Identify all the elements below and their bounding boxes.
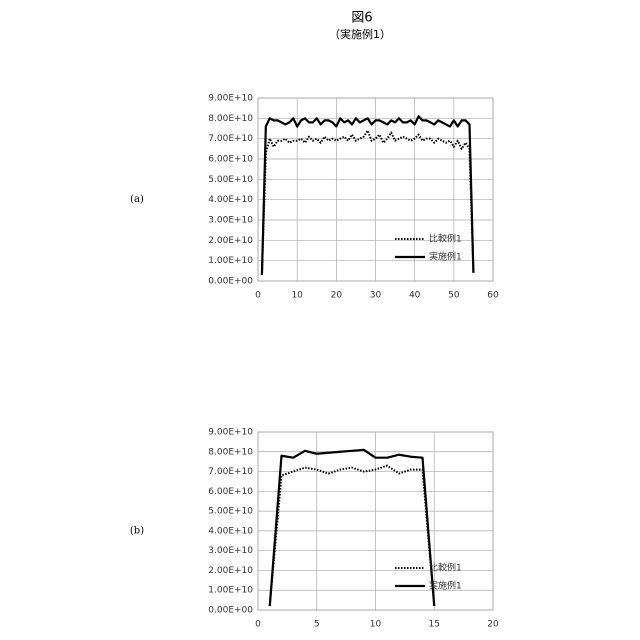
x-tick-label: 10	[291, 291, 303, 301]
x-tick-label: 0	[255, 291, 261, 301]
legend-label: 実施例1	[429, 580, 462, 592]
y-tick-label: 7.00E+10	[208, 467, 253, 477]
x-tick-label: 30	[370, 291, 382, 301]
y-tick-label: 4.00E+10	[208, 526, 253, 536]
x-tick-label: 20	[487, 620, 499, 630]
x-tick-label: 20	[331, 291, 343, 301]
y-tick-label: 3.00E+10	[208, 546, 253, 556]
x-tick-label: 40	[409, 291, 421, 301]
y-tick-label: 6.00E+10	[208, 487, 253, 497]
panel-label: (a)	[130, 194, 144, 205]
y-tick-label: 0.00E+00	[208, 277, 253, 287]
y-tick-label: 9.00E+10	[208, 428, 253, 438]
y-tick-label: 3.00E+10	[208, 216, 253, 226]
y-tick-label: 9.00E+10	[208, 94, 253, 104]
legend-label: 比較例1	[429, 562, 462, 574]
figure-title: 図6	[351, 11, 372, 26]
x-tick-label: 60	[487, 291, 499, 301]
x-tick-label: 0	[255, 620, 261, 630]
series-line	[270, 450, 435, 606]
y-tick-label: 6.00E+10	[208, 155, 253, 165]
y-tick-label: 5.00E+10	[208, 507, 253, 517]
y-tick-label: 5.00E+10	[208, 175, 253, 185]
panel-label: (b)	[130, 526, 144, 537]
y-tick-label: 2.00E+10	[208, 566, 253, 576]
y-tick-label: 7.00E+10	[208, 134, 253, 144]
y-tick-label: 4.00E+10	[208, 195, 253, 205]
legend-label: 実施例1	[429, 251, 462, 263]
x-tick-label: 10	[370, 620, 382, 630]
y-tick-label: 2.00E+10	[208, 236, 253, 246]
y-tick-label: 8.00E+10	[208, 447, 253, 457]
figure-subtitle: （実施例1）	[329, 27, 391, 41]
x-tick-label: 50	[448, 291, 460, 301]
y-tick-label: 0.00E+00	[208, 606, 253, 616]
y-tick-label: 1.00E+10	[208, 256, 253, 266]
legend-label: 比較例1	[429, 233, 462, 245]
x-tick-label: 5	[314, 620, 320, 630]
figure: 図6 （実施例1） (a) 0.00E+00 1.00E+10 2.00E+10 3.0…	[0, 0, 640, 640]
y-tick-label: 8.00E+10	[208, 114, 253, 124]
x-tick-label: 15	[429, 620, 440, 630]
y-tick-label: 1.00E+10	[208, 586, 253, 596]
